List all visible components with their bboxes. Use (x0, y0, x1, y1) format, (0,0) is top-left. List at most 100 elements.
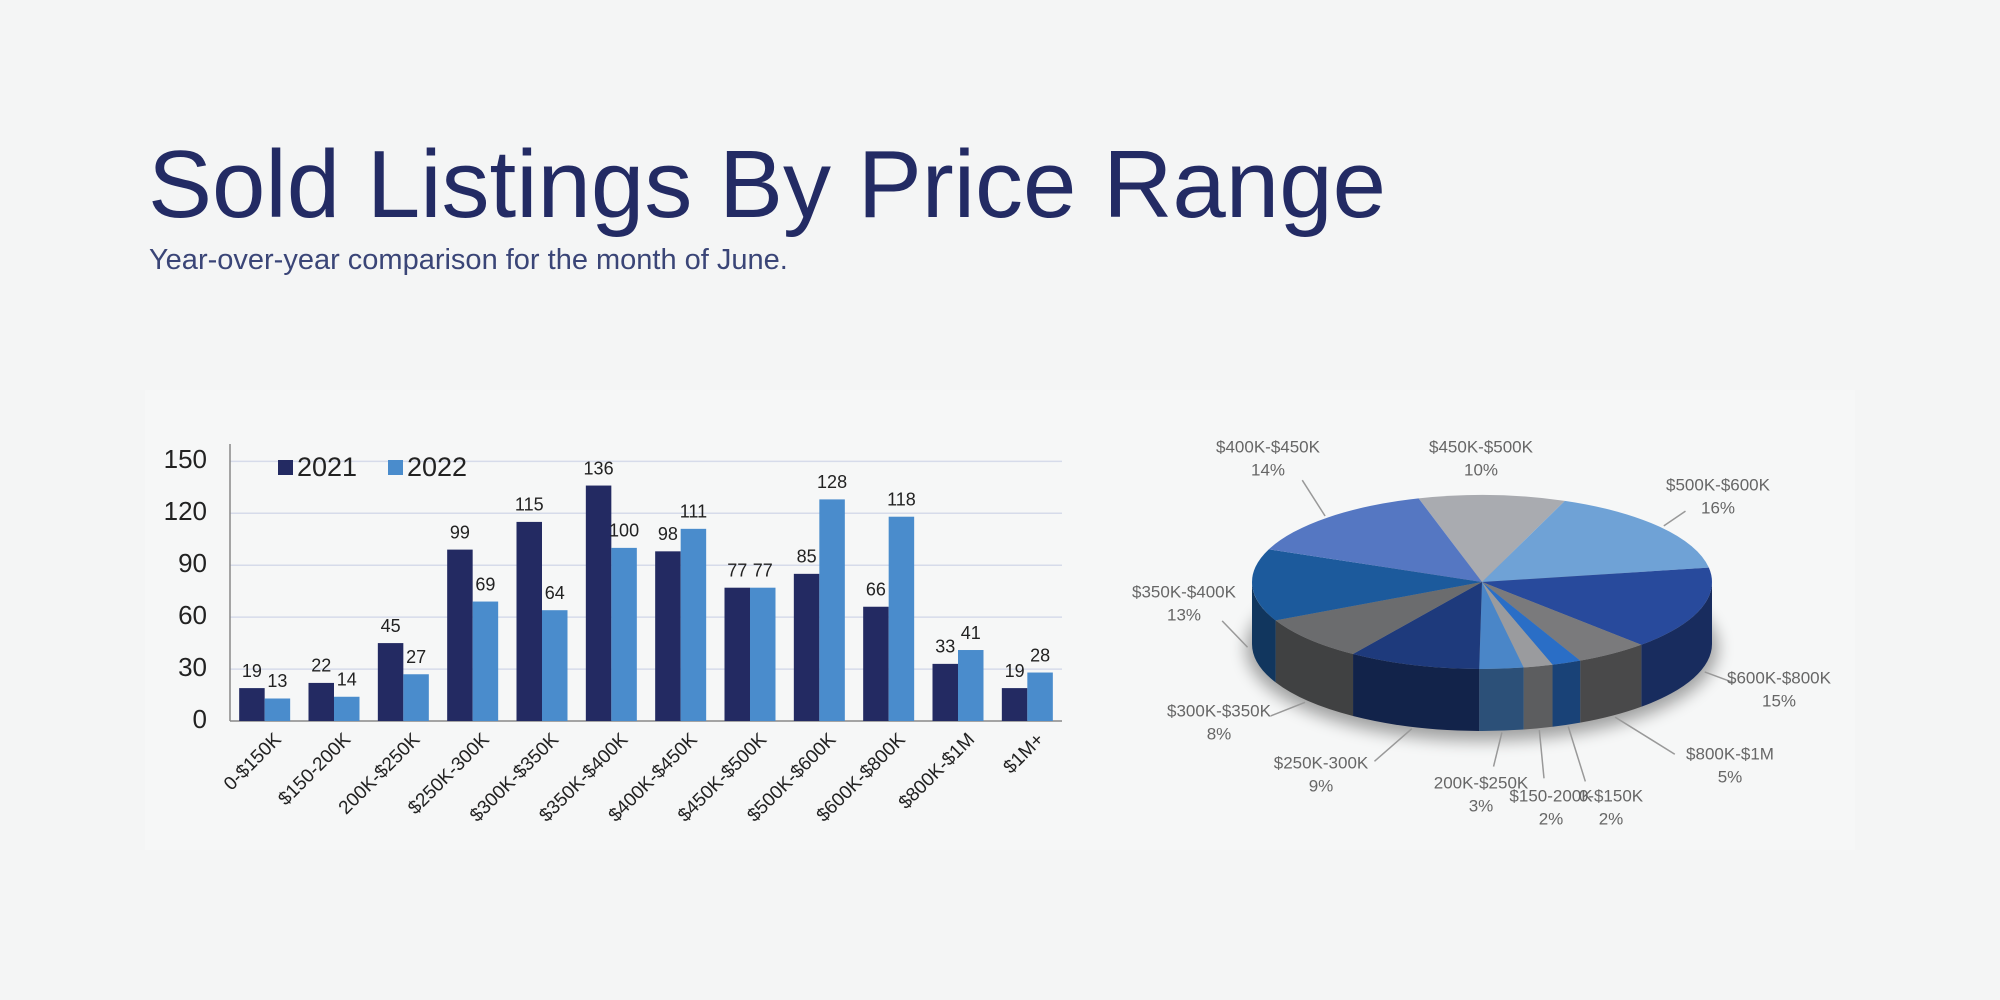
value-label: 111 (680, 502, 707, 522)
bar (750, 587, 776, 721)
pie-slice-side (1523, 664, 1553, 730)
legend-swatch (388, 460, 403, 475)
slice-value-label: 15% (1762, 691, 1796, 710)
leader-line (1663, 510, 1686, 527)
y-tick-label: 0 (193, 704, 207, 734)
value-label: 77 (753, 560, 773, 580)
slice-label: 0-$150K (1579, 786, 1644, 805)
bar (239, 688, 265, 721)
bar (585, 485, 612, 721)
leader-line (1614, 716, 1676, 755)
slice-label: $600K-$800K (1727, 668, 1832, 687)
value-label: 136 (584, 458, 614, 478)
leader-line (1704, 671, 1735, 684)
bar (611, 547, 637, 721)
y-tick-label: 90 (178, 548, 207, 578)
bar (655, 551, 681, 721)
bar (308, 682, 334, 721)
pie-slice-side (1353, 654, 1480, 731)
value-label: 14 (337, 670, 357, 690)
legend-swatch (278, 460, 293, 475)
bar (447, 549, 473, 721)
bar (542, 610, 568, 721)
leader-line (1538, 729, 1545, 779)
y-tick-label: 120 (164, 496, 207, 526)
value-label: 118 (887, 489, 916, 509)
pie-slice-side (1580, 644, 1642, 723)
bar (724, 587, 750, 721)
bar (1001, 688, 1028, 721)
slice-value-label: 10% (1464, 460, 1498, 479)
bar (1027, 672, 1053, 721)
value-label: 13 (267, 671, 287, 691)
pie-slice-side (1552, 660, 1581, 727)
legend-label: 2022 (407, 452, 467, 482)
pie-chart: $450K-$500K 10% $500K-$600K 16% $600K-$800K 1… (1132, 437, 1832, 828)
value-label: 98 (658, 524, 678, 544)
slice-value-label: 3% (1469, 796, 1494, 815)
pie-slice (1482, 582, 1553, 668)
slice-value-label: 16% (1701, 498, 1735, 517)
bar (888, 516, 915, 721)
bar (819, 499, 845, 721)
slice-value-label: 9% (1309, 776, 1334, 795)
slice-label: $300K-$350K (1167, 701, 1272, 720)
pie-slice (1482, 500, 1709, 582)
pie-slice-side (1275, 620, 1354, 717)
value-label: 33 (935, 637, 955, 657)
pie-slice (1353, 582, 1482, 669)
bar (377, 643, 404, 721)
bar (516, 521, 542, 721)
pie-slice (1482, 582, 1581, 665)
slice-value-label: 2% (1599, 809, 1624, 828)
value-label: 45 (381, 616, 401, 636)
value-label: 115 (515, 495, 544, 515)
slice-label: $150-200K (1509, 786, 1593, 805)
bar (793, 573, 820, 721)
pie-slice (1418, 495, 1565, 582)
value-label: 128 (817, 472, 847, 492)
value-label: 66 (866, 579, 886, 599)
value-label: 85 (797, 547, 817, 567)
value-label: 27 (406, 647, 426, 667)
value-label: 19 (242, 661, 262, 681)
value-label: 28 (1030, 645, 1050, 665)
bar (680, 528, 707, 721)
bar (264, 698, 291, 721)
value-label: 64 (545, 583, 565, 603)
bar (958, 650, 984, 721)
pie-slice (1482, 582, 1642, 661)
slice-label: 200K-$250K (1434, 773, 1529, 792)
value-label: 77 (727, 560, 747, 580)
value-label: 41 (961, 623, 981, 643)
pie-slice (1268, 498, 1482, 582)
slice-label: $350K-$400K (1132, 582, 1237, 601)
slice-label: $400K-$450K (1216, 437, 1321, 456)
pie-slice-side (1641, 582, 1712, 707)
slide-subtitle: Year-over-year comparison for the month … (149, 244, 788, 276)
y-tick-label: 30 (178, 652, 207, 682)
leader-line (1373, 728, 1413, 762)
slice-value-label: 2% (1539, 809, 1564, 828)
leader-line (1301, 479, 1326, 517)
pie-slice-side (1251, 582, 1276, 683)
slice-label: $800K-$1M (1686, 744, 1774, 763)
value-label: 19 (1005, 661, 1025, 681)
pie-slice-side (1479, 667, 1524, 731)
value-label: 69 (475, 574, 495, 594)
y-tick-label: 60 (178, 600, 207, 630)
value-label: 99 (450, 522, 470, 542)
value-label: 100 (609, 521, 639, 541)
slice-label: $500K-$600K (1666, 475, 1771, 494)
leader-line (1492, 732, 1503, 767)
y-tick-label: 150 (164, 444, 207, 474)
bar (472, 601, 499, 721)
bar (403, 674, 429, 721)
slice-label: $450K-$500K (1429, 437, 1534, 456)
leader-line (1221, 620, 1249, 648)
slice-value-label: 13% (1167, 605, 1201, 624)
bar (863, 606, 889, 721)
bar (334, 696, 360, 721)
slice-value-label: 5% (1718, 767, 1743, 786)
